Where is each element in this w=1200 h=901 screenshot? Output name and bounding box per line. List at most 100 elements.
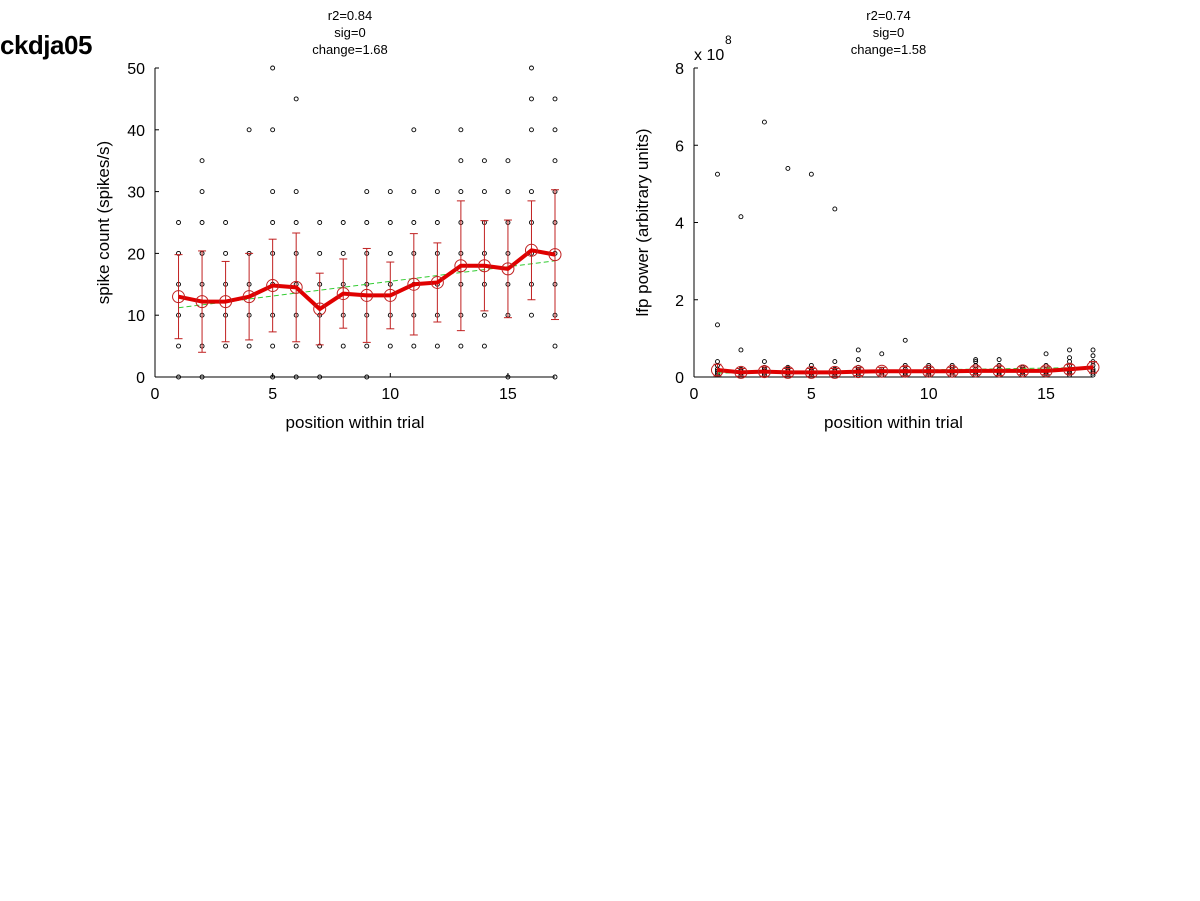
mean-line: [178, 248, 556, 312]
data-point: [1067, 355, 1072, 361]
mean-marker: [336, 287, 350, 301]
y-tick-label: 8: [675, 61, 684, 78]
data-point: [529, 312, 534, 318]
data-point: [1043, 351, 1049, 357]
mean-marker: [828, 365, 842, 379]
mean-marker: [360, 288, 374, 302]
x-axis-label: position within trial: [824, 413, 963, 432]
data-point: [340, 343, 346, 349]
mean-marker: [266, 279, 280, 293]
data-point: [529, 96, 534, 102]
data-point: [176, 343, 181, 349]
data-point: [458, 189, 464, 195]
annotation-text: sig=0: [873, 25, 904, 40]
data-point: [246, 127, 252, 133]
mean-marker: [289, 280, 303, 294]
data-point: [434, 189, 440, 195]
chart-panel-1: r2=0.84 sig=0 change=1.68 0 5 10 15 0 10 20 30 40 50…: [94, 8, 562, 432]
data-point: [552, 96, 558, 102]
mean-marker: [851, 365, 865, 379]
data-point: [996, 357, 1002, 363]
data-point: [270, 65, 276, 71]
mean-marker: [969, 364, 983, 378]
figure-title: ckdja05: [0, 30, 92, 60]
mean-marker: [1039, 364, 1053, 378]
mean-marker: [710, 363, 724, 377]
data-point: [270, 343, 276, 349]
x-tick-label: 5: [268, 386, 277, 403]
data-point: [293, 374, 299, 380]
data-point: [832, 206, 838, 212]
mean-marker: [172, 290, 186, 304]
y-tick-label: 40: [127, 123, 145, 140]
data-point: [387, 250, 393, 256]
mean-marker: [477, 259, 491, 273]
data-point: [364, 374, 370, 380]
data-point: [715, 359, 720, 364]
mean-marker: [454, 259, 468, 273]
x-tick-label: 0: [690, 386, 699, 403]
mean-marker: [992, 364, 1006, 378]
data-point: [481, 343, 487, 349]
data-point: [317, 220, 323, 225]
y-tick-label: 10: [127, 308, 145, 325]
mean-marker: [313, 302, 327, 316]
annotation-text: sig=0: [334, 25, 365, 40]
data-point: [199, 220, 205, 225]
data-point: [411, 189, 417, 195]
mean-marker: [548, 248, 562, 262]
mean-marker: [875, 364, 889, 378]
data-point: [293, 343, 299, 349]
data-point: [505, 189, 511, 195]
mean-marker: [524, 243, 538, 257]
mean-marker: [195, 295, 209, 309]
data-point: [761, 359, 767, 364]
data-point: [223, 343, 229, 349]
mean-marker: [430, 275, 444, 289]
data-point: [879, 351, 885, 357]
y-tick-label: 0: [136, 370, 145, 387]
x-tick-label: 10: [381, 386, 399, 403]
y-exponent-label: 8: [725, 33, 732, 47]
mean-marker: [945, 364, 959, 378]
data-point: [481, 312, 487, 318]
mean-marker: [1016, 364, 1030, 378]
y-multiplier-label: x 10: [694, 47, 724, 64]
data-point: [552, 127, 558, 133]
mean-marker: [757, 365, 771, 379]
data-point: [761, 119, 767, 125]
data-point: [270, 127, 276, 133]
y-tick-label: 30: [127, 185, 145, 202]
annotation-text: change=1.68: [312, 42, 388, 57]
data-point: [738, 347, 744, 353]
mean-marker: [383, 288, 397, 302]
data-point: [529, 65, 534, 71]
data-point: [715, 322, 720, 328]
data-point: [364, 343, 370, 349]
y-tick-label: 50: [127, 61, 145, 78]
x-tick-label: 0: [151, 386, 160, 403]
annotation-text: r2=0.84: [328, 8, 372, 23]
data-point: [715, 171, 720, 177]
annotation-text: r2=0.74: [866, 8, 910, 23]
x-tick-label: 15: [499, 386, 517, 403]
data-point: [223, 250, 229, 256]
y-axis-label: lfp power (arbitrary units): [633, 128, 652, 316]
data-point: [808, 362, 814, 368]
data-point: [270, 374, 276, 380]
data-point: [387, 189, 393, 195]
x-tick-label: 15: [1037, 386, 1055, 403]
data-point: [199, 374, 205, 380]
data-point: [785, 165, 791, 171]
data-point: [458, 343, 464, 349]
y-tick-label: 6: [675, 138, 684, 155]
data-point: [199, 158, 205, 164]
data-point: [317, 374, 323, 380]
data-point: [855, 357, 861, 363]
mean-marker: [734, 365, 748, 379]
mean-marker: [501, 262, 515, 276]
mean-marker: [407, 277, 421, 291]
data-point: [293, 189, 299, 195]
data-point: [1090, 353, 1096, 359]
